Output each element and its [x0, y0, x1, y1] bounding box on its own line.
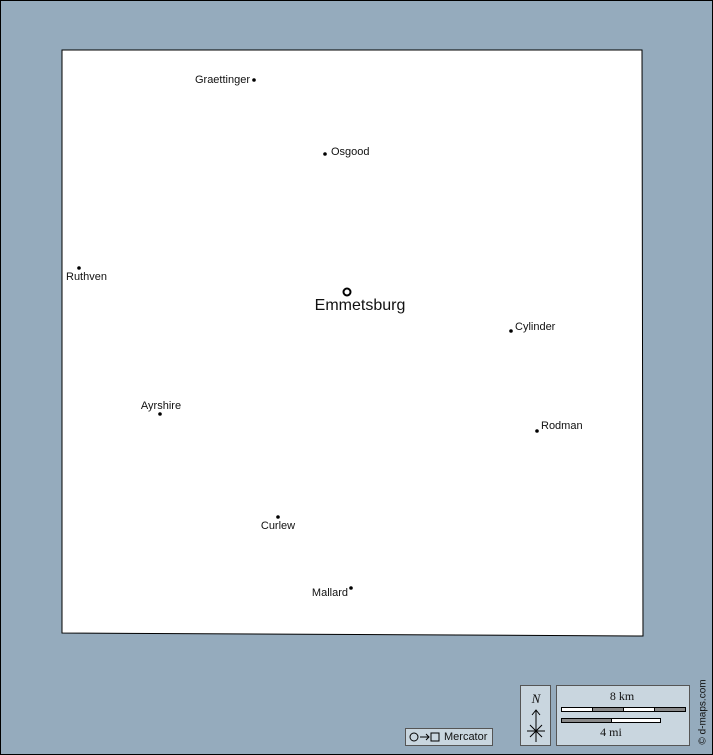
town-marker: [252, 78, 256, 82]
town-label: Ayrshire: [141, 400, 181, 412]
projection-label: Mercator: [444, 731, 488, 743]
north-label: N: [531, 691, 542, 706]
north-arrow: [531, 709, 541, 716]
town-marker: [509, 329, 513, 333]
town-marker: [323, 152, 327, 156]
scale-bar: [561, 718, 612, 723]
projection-icon: [425, 733, 430, 741]
county-area: [61, 49, 644, 637]
capital-marker: [342, 287, 352, 297]
capital-label: Emmetsburg: [315, 297, 406, 314]
scale-bar: [592, 707, 624, 712]
town-label: Ruthven: [66, 271, 107, 283]
north-arrow: [529, 724, 543, 738]
town-label: Graettinger: [195, 74, 250, 86]
projection-icon: [409, 732, 419, 742]
scale-mi-label: 4 mi: [600, 725, 622, 739]
town-label: Cylinder: [515, 321, 556, 333]
projection-box: [405, 728, 493, 746]
credit: © d-maps.com: [698, 679, 709, 744]
town-marker: [535, 429, 539, 433]
town-label: Rodman: [541, 420, 583, 432]
projection-icon: [430, 732, 440, 742]
town-marker: [77, 266, 81, 270]
town-label: Curlew: [261, 520, 295, 532]
town-label: Mallard: [312, 587, 348, 599]
scale-km-label: 8 km: [610, 689, 635, 703]
scale-bar: [654, 707, 686, 712]
scale-box: [556, 685, 690, 746]
town-marker: [349, 586, 353, 590]
town-marker: [158, 412, 162, 416]
town-label: Osgood: [331, 146, 370, 158]
town-marker: [276, 515, 280, 519]
